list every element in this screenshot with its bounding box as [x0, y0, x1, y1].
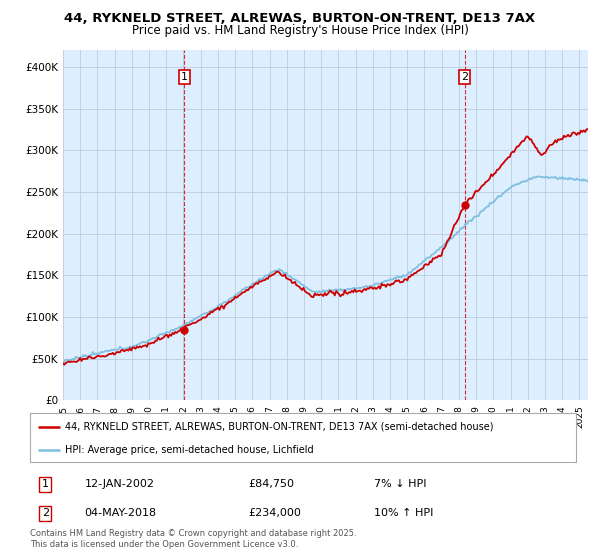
Text: 2: 2 — [461, 72, 469, 82]
Text: 1: 1 — [181, 72, 188, 82]
Text: £234,000: £234,000 — [248, 508, 301, 519]
Text: 2: 2 — [42, 508, 49, 519]
Text: 10% ↑ HPI: 10% ↑ HPI — [374, 508, 433, 519]
Text: Contains HM Land Registry data © Crown copyright and database right 2025.
This d: Contains HM Land Registry data © Crown c… — [30, 529, 356, 549]
Text: HPI: Average price, semi-detached house, Lichfield: HPI: Average price, semi-detached house,… — [65, 445, 314, 455]
Text: 44, RYKNELD STREET, ALREWAS, BURTON-ON-TRENT, DE13 7AX: 44, RYKNELD STREET, ALREWAS, BURTON-ON-T… — [64, 12, 536, 25]
Text: 44, RYKNELD STREET, ALREWAS, BURTON-ON-TRENT, DE13 7AX (semi-detached house): 44, RYKNELD STREET, ALREWAS, BURTON-ON-T… — [65, 422, 494, 432]
Text: 04-MAY-2018: 04-MAY-2018 — [85, 508, 157, 519]
Text: Price paid vs. HM Land Registry's House Price Index (HPI): Price paid vs. HM Land Registry's House … — [131, 24, 469, 36]
Text: 1: 1 — [42, 479, 49, 489]
Text: 7% ↓ HPI: 7% ↓ HPI — [374, 479, 427, 489]
Text: 12-JAN-2002: 12-JAN-2002 — [85, 479, 155, 489]
Text: £84,750: £84,750 — [248, 479, 295, 489]
